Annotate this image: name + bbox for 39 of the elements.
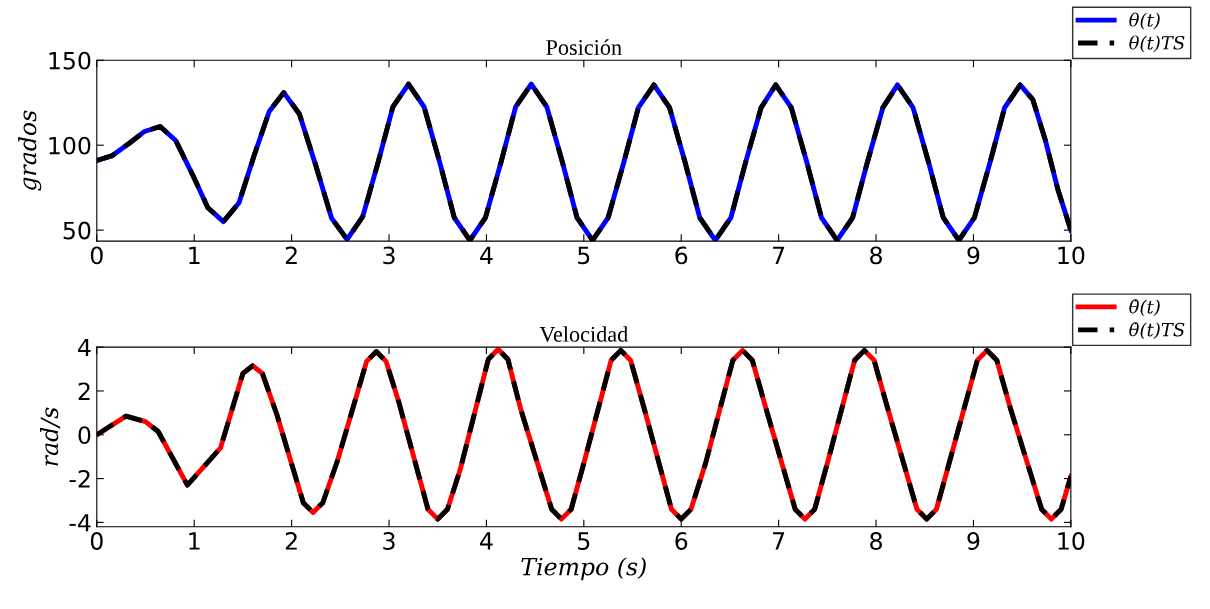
x-tick-label: 0 [90, 532, 103, 550]
x-tick-label: 8 [870, 246, 882, 265]
x-tick-label: 2 [285, 246, 297, 264]
y-tick-label: -4 [69, 514, 91, 532]
y-tick-label: 0 [78, 426, 91, 445]
x-tick-label: 6 [675, 246, 688, 265]
x-tick-label: 10 [1058, 532, 1085, 550]
y-tick-label: 50 [63, 221, 91, 240]
x-tick-label: 3 [383, 246, 395, 265]
x-tick-label: 7 [773, 532, 785, 550]
x-axis-title: Tiempo (s) [521, 557, 646, 581]
x-tick-label: 9 [967, 532, 980, 550]
x-tick-label: 2 [285, 532, 297, 550]
x-tick-label: 8 [870, 532, 882, 550]
y-tick-label: 150 [49, 51, 91, 70]
y-axis-title: rad/s [39, 407, 61, 466]
legend-label: θ̇(t)TS [1129, 322, 1185, 339]
y-tick-label: -2 [69, 470, 90, 488]
x-tick-label: 5 [578, 532, 590, 550]
x-tick-label: 7 [773, 246, 785, 264]
x-tick-label: 3 [383, 532, 395, 550]
y-axis-title: grados [18, 110, 42, 191]
x-tick-label: 5 [578, 246, 590, 265]
chart-title: Posición [546, 39, 622, 55]
x-tick-label: 9 [967, 246, 980, 265]
y-tick-label: 2 [78, 382, 90, 400]
x-tick-label: 4 [480, 532, 493, 550]
x-tick-label: 1 [189, 246, 200, 264]
legend-label: θ(t)TS [1129, 35, 1185, 53]
legend-label: θ̇(t) [1129, 299, 1160, 317]
x-tick-label: 10 [1058, 246, 1085, 265]
x-tick-label: 6 [675, 532, 688, 550]
y-tick-label: 4 [78, 338, 91, 357]
chart-title: Velocidad [539, 326, 628, 342]
y-tick-label: 100 [49, 136, 91, 155]
legend-label: θ(t) [1129, 12, 1160, 30]
x-tick-label: 4 [480, 246, 493, 264]
x-tick-label: 0 [90, 246, 103, 265]
x-tick-label: 1 [189, 532, 200, 550]
